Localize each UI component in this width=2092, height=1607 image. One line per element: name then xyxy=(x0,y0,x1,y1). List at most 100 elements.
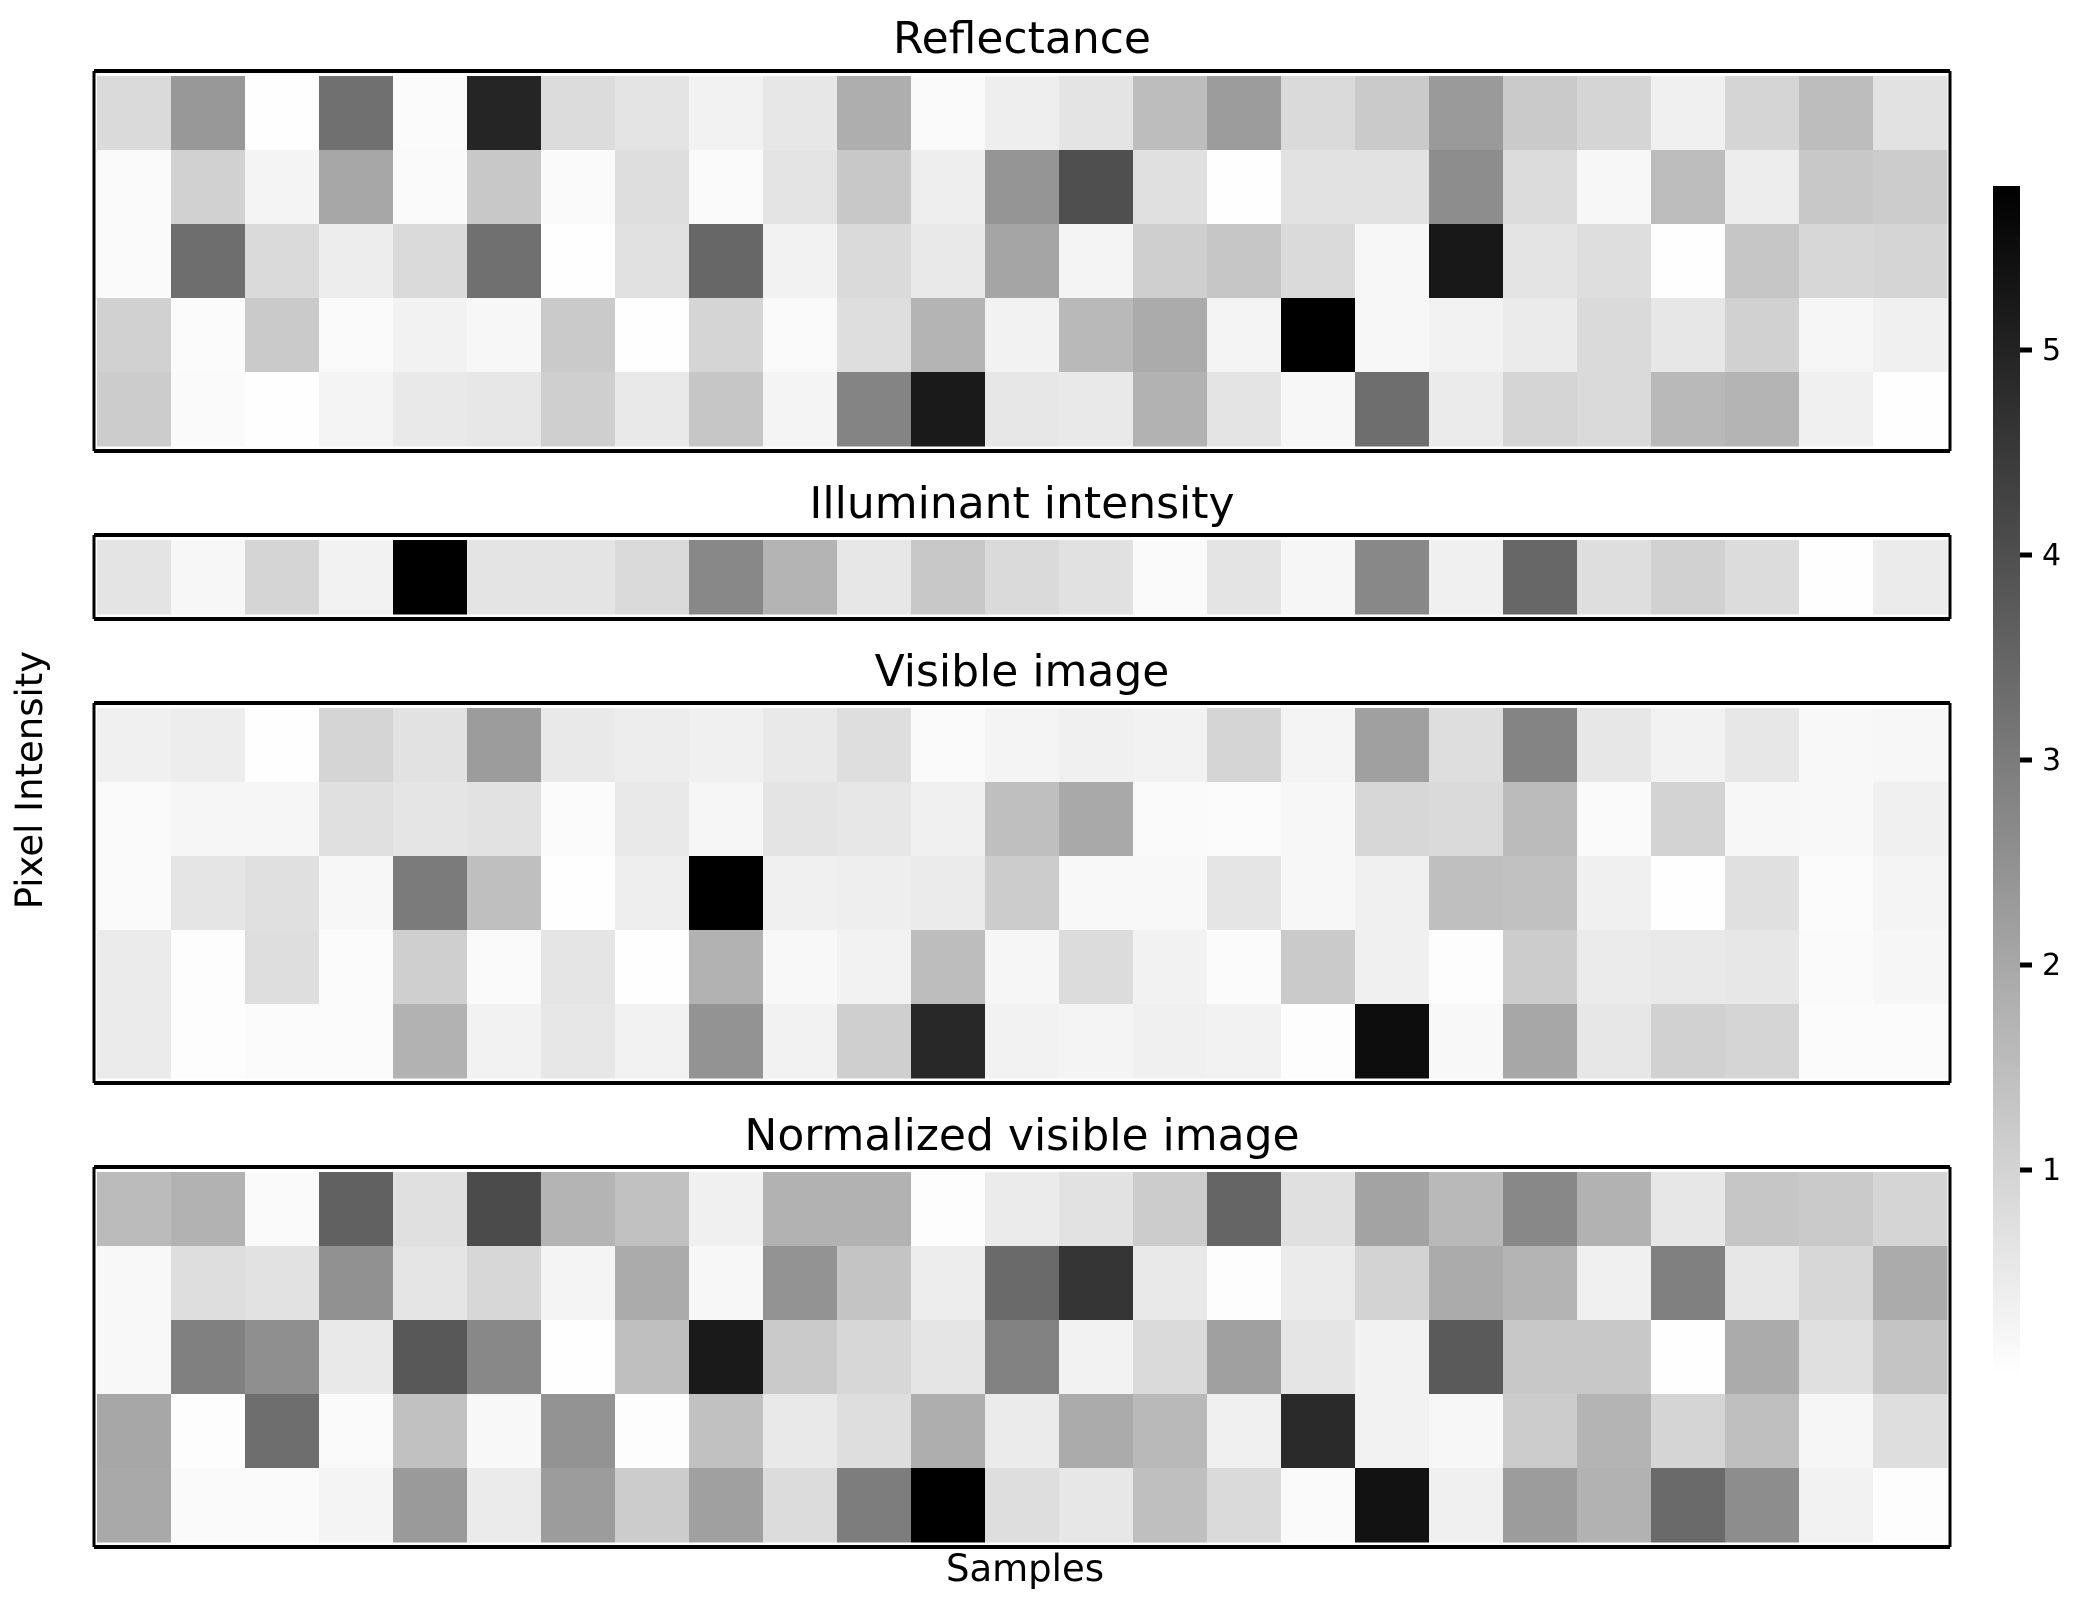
heatmap-cell xyxy=(1651,1394,1726,1469)
heatmap-cell xyxy=(1207,1246,1282,1321)
heatmap-cell xyxy=(1503,708,1578,783)
heatmap-cell xyxy=(1503,1246,1578,1321)
heatmap-cell xyxy=(763,224,838,299)
heatmap-cell xyxy=(1133,1394,1208,1469)
heatmap-cell xyxy=(1281,372,1356,447)
heatmap-cell xyxy=(245,782,320,857)
heatmap-cell xyxy=(1059,708,1134,783)
heatmap-cell xyxy=(1207,298,1282,373)
heatmap-cell xyxy=(985,1246,1060,1321)
heatmap-cell xyxy=(763,76,838,151)
colorbar-tick-label: 1 xyxy=(2042,1153,2061,1188)
heatmap-cell xyxy=(541,782,616,857)
heatmap-cell xyxy=(1429,1172,1504,1247)
heatmap-cell xyxy=(467,224,542,299)
heatmap-cell xyxy=(1651,76,1726,151)
heatmap-cell xyxy=(911,1394,986,1469)
heatmap-cell xyxy=(541,1468,616,1543)
heatmap-cell xyxy=(1799,76,1874,151)
heatmap-cell xyxy=(615,1246,690,1321)
heatmap-cell xyxy=(319,1004,394,1079)
heatmap-cell xyxy=(319,372,394,447)
heatmap-cell xyxy=(245,540,320,615)
y-axis-label: Pixel Intensity xyxy=(8,651,51,909)
heatmap-cell xyxy=(1503,224,1578,299)
heatmap-cell xyxy=(1059,1468,1134,1543)
heatmap-cell xyxy=(985,1394,1060,1469)
heatmap-cell xyxy=(615,372,690,447)
heatmap-cell xyxy=(1059,150,1134,225)
heatmap-cell xyxy=(763,930,838,1005)
heatmap-cell xyxy=(1725,856,1800,931)
heatmap-cell xyxy=(1059,298,1134,373)
heatmap-cell xyxy=(763,1004,838,1079)
heatmap-cell xyxy=(1725,782,1800,857)
heatmap-cell xyxy=(615,224,690,299)
heatmap-cell xyxy=(97,856,172,931)
heatmap-cell xyxy=(1355,1468,1430,1543)
heatmap-cell xyxy=(97,1004,172,1079)
heatmap-cell xyxy=(393,298,468,373)
heatmap-cell xyxy=(467,76,542,151)
heatmap-cell xyxy=(1207,76,1282,151)
heatmap-cell xyxy=(171,1468,246,1543)
heatmap-cell xyxy=(837,1320,912,1395)
colorbar-gradient xyxy=(1993,186,2020,1375)
heatmap-cell xyxy=(763,150,838,225)
heatmap-cell xyxy=(615,1468,690,1543)
heatmap-cell xyxy=(245,1004,320,1079)
heatmap-cell xyxy=(837,1004,912,1079)
heatmap-cell xyxy=(689,1172,764,1247)
heatmap-cell xyxy=(1577,708,1652,783)
heatmap-cell xyxy=(319,224,394,299)
heatmap-cell xyxy=(1133,1004,1208,1079)
heatmap-cell xyxy=(1281,1246,1356,1321)
heatmap-cell xyxy=(97,1320,172,1395)
colorbar-tick-label: 2 xyxy=(2042,948,2061,983)
heatmap-cell xyxy=(985,1004,1060,1079)
heatmap-cell xyxy=(1059,1172,1134,1247)
heatmap-cell xyxy=(541,76,616,151)
heatmap-cell xyxy=(1429,298,1504,373)
heatmap-cell xyxy=(467,856,542,931)
heatmap-cell xyxy=(1651,224,1726,299)
heatmap-cell xyxy=(541,1246,616,1321)
heatmap-cell xyxy=(1577,782,1652,857)
heatmap-cell xyxy=(1651,150,1726,225)
heatmap-cell xyxy=(1133,298,1208,373)
heatmap-cell xyxy=(1133,224,1208,299)
heatmap-cell xyxy=(1133,1320,1208,1395)
heatmap-cell xyxy=(985,1468,1060,1543)
heatmap-cell xyxy=(393,1468,468,1543)
heatmap-cell xyxy=(1355,856,1430,931)
heatmap-cell xyxy=(1873,372,1948,447)
heatmap-cell xyxy=(1207,372,1282,447)
heatmap-cell xyxy=(1059,224,1134,299)
heatmap-cell xyxy=(97,298,172,373)
heatmap-cell xyxy=(1651,782,1726,857)
heatmap-cell xyxy=(837,150,912,225)
heatmap-cell xyxy=(1873,540,1948,615)
heatmap-cell xyxy=(1355,782,1430,857)
heatmap-cell xyxy=(1059,856,1134,931)
heatmap-cell xyxy=(1281,1004,1356,1079)
heatmap-cell xyxy=(1873,1246,1948,1321)
heatmap-cell xyxy=(1355,1004,1430,1079)
heatmap-cell xyxy=(1059,930,1134,1005)
heatmap-cell xyxy=(1799,298,1874,373)
heatmap-cell xyxy=(1651,1468,1726,1543)
heatmap-cell xyxy=(1873,930,1948,1005)
x-axis-label: Samples xyxy=(946,1547,1104,1590)
heatmap-cell xyxy=(245,708,320,783)
panel-frame-vertical xyxy=(92,703,1952,1083)
heatmap-cell xyxy=(985,930,1060,1005)
heatmap-cell xyxy=(1799,224,1874,299)
heatmap-cell xyxy=(467,298,542,373)
heatmap-cell xyxy=(541,708,616,783)
heatmap-cell xyxy=(689,1246,764,1321)
heatmap-cell xyxy=(1281,224,1356,299)
heatmap-cell xyxy=(911,76,986,151)
heatmap-cell xyxy=(245,76,320,151)
heatmap-cell xyxy=(911,1004,986,1079)
heatmap-cell xyxy=(467,782,542,857)
